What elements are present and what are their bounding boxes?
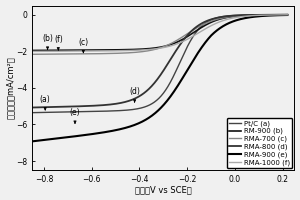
RMA-900 (e)	[185, 69, 189, 72]
RMA-900 (e)	[30, 140, 34, 143]
RMA-1000 (f)	[30, 50, 34, 53]
RMA-800 (d)	[30, 106, 34, 109]
Line: RMA-800 (d): RMA-800 (d)	[32, 15, 287, 108]
RM-900 (b)	[286, 14, 289, 16]
RM-900 (b)	[250, 14, 253, 16]
RMA-900 (e)	[46, 138, 50, 141]
RMA-1000 (f)	[193, 34, 196, 36]
RMA-1000 (f)	[250, 15, 253, 17]
RMA-800 (d)	[178, 43, 182, 46]
Text: (f): (f)	[54, 35, 63, 50]
RM-900 (b)	[178, 39, 182, 42]
RMA-700 (c)	[224, 16, 227, 19]
RM-900 (b)	[30, 49, 34, 52]
RMA-700 (c)	[250, 14, 253, 16]
Y-axis label: 电流密度（mA/cm²）: 电流密度（mA/cm²）	[6, 56, 15, 119]
RM-900 (b)	[46, 49, 50, 52]
Text: (e): (e)	[70, 108, 80, 123]
RMA-900 (e)	[250, 16, 253, 18]
RMA-900 (e)	[178, 81, 182, 83]
RMA-700 (c)	[286, 14, 289, 16]
RMA-900 (e)	[286, 14, 289, 16]
RMA-800 (d)	[46, 106, 50, 108]
Text: (d): (d)	[129, 87, 140, 102]
Pt/C (a)	[30, 111, 34, 114]
Text: (b): (b)	[42, 34, 53, 49]
Text: (a): (a)	[40, 95, 50, 110]
RMA-900 (e)	[193, 57, 196, 59]
RMA-700 (c)	[178, 37, 182, 39]
RMA-700 (c)	[193, 28, 196, 30]
RM-900 (b)	[193, 31, 196, 33]
X-axis label: 电极（V vs SCE）: 电极（V vs SCE）	[135, 185, 192, 194]
Pt/C (a)	[178, 60, 182, 63]
RMA-1000 (f)	[224, 19, 227, 21]
Line: RM-900 (b): RM-900 (b)	[32, 15, 287, 50]
RMA-1000 (f)	[178, 41, 182, 44]
RM-900 (b)	[185, 36, 189, 38]
RMA-700 (c)	[185, 33, 189, 35]
Pt/C (a)	[193, 33, 196, 35]
RMA-800 (d)	[250, 14, 253, 16]
Pt/C (a)	[250, 14, 253, 16]
RMA-800 (d)	[193, 27, 196, 29]
Pt/C (a)	[286, 14, 289, 16]
Pt/C (a)	[185, 46, 189, 49]
RMA-800 (d)	[224, 15, 227, 18]
Line: RMA-900 (e): RMA-900 (e)	[32, 15, 287, 141]
RMA-1000 (f)	[286, 14, 289, 16]
Line: Pt/C (a): Pt/C (a)	[32, 15, 287, 113]
RM-900 (b)	[224, 16, 227, 19]
RMA-800 (d)	[286, 14, 289, 16]
RMA-1000 (f)	[46, 50, 50, 53]
RMA-900 (e)	[224, 24, 227, 26]
Pt/C (a)	[224, 15, 227, 17]
RMA-1000 (f)	[185, 38, 189, 41]
RMA-700 (c)	[30, 53, 34, 56]
Text: (c): (c)	[78, 38, 88, 53]
Line: RMA-1000 (f): RMA-1000 (f)	[32, 15, 287, 51]
RMA-700 (c)	[46, 53, 50, 55]
Legend: Pt/C (a), RM-900 (b), RMA-700 (c), RMA-800 (d), RMA-900 (e), RMA-1000 (f): Pt/C (a), RM-900 (b), RMA-700 (c), RMA-8…	[227, 118, 292, 168]
Pt/C (a)	[46, 111, 50, 114]
RMA-800 (d)	[185, 35, 189, 37]
Line: RMA-700 (c): RMA-700 (c)	[32, 15, 287, 54]
